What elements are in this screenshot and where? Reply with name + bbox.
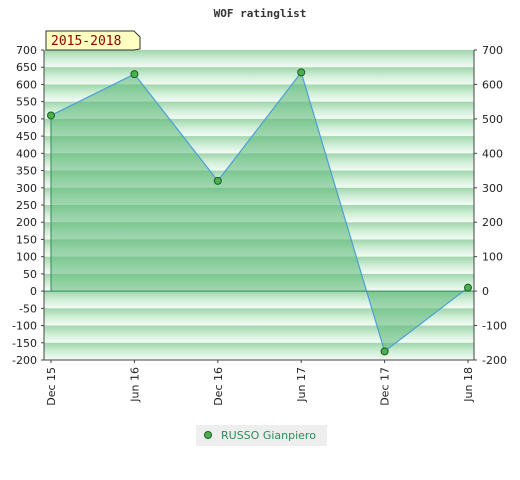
data-point [130, 70, 139, 79]
y-tick-label-left: -100 [12, 320, 37, 333]
x-tick-label: Jun 18 [462, 367, 475, 403]
legend: RUSSO Gianpiero [196, 425, 327, 446]
y-tick-label-left: 500 [16, 113, 37, 126]
grid-band [44, 308, 474, 326]
x-tick-label: Jun 16 [128, 367, 141, 403]
grid-band [44, 342, 474, 360]
y-tick-label-left: 250 [16, 199, 37, 212]
y-tick-label-right: 300 [482, 182, 503, 195]
data-point [213, 176, 222, 185]
y-tick-label-right: 100 [482, 251, 503, 264]
x-tick-label: Dec 16 [212, 367, 225, 406]
data-point [380, 347, 389, 356]
y-tick-label-left: -150 [12, 337, 37, 350]
period-badge-label: 2015-2018 [51, 34, 121, 49]
y-tick-label-right: -100 [482, 320, 507, 333]
y-tick-label-left: 700 [16, 44, 37, 57]
y-tick-label-left: 350 [16, 165, 37, 178]
y-tick-label-left: 0 [30, 285, 37, 298]
x-tick-label: Dec 17 [379, 367, 392, 406]
y-tick-label-left: 300 [16, 182, 37, 195]
y-tick-label-left: 600 [16, 78, 37, 91]
legend-marker [204, 431, 212, 439]
x-tick-label: Dec 15 [45, 367, 58, 406]
period-badge: 2015-2018 [45, 30, 141, 51]
axis-layer: 7006506005505004504003503002502001501005… [12, 44, 507, 406]
grid-band [44, 67, 474, 85]
y-tick-label-left: 50 [23, 268, 37, 281]
series-line [50, 71, 469, 353]
y-tick-label-right: 700 [482, 44, 503, 57]
y-tick-label-right: -200 [482, 354, 507, 367]
y-tick-label-left: 650 [16, 61, 37, 74]
y-tick-label-right: 200 [482, 216, 503, 229]
y-tick-label-left: 550 [16, 96, 37, 109]
chart-title: WOF ratinglist [214, 7, 307, 20]
y-tick-label-left: -50 [19, 302, 37, 315]
y-tick-label-right: 600 [482, 78, 503, 91]
y-tick-label-right: 500 [482, 113, 503, 126]
marker-layer [47, 68, 472, 356]
y-tick-label-right: 0 [482, 285, 489, 298]
y-tick-label-left: 100 [16, 251, 37, 264]
legend-series-label: RUSSO Gianpiero [221, 429, 316, 442]
data-point [297, 68, 306, 77]
grid-band [44, 50, 474, 68]
y-tick-label-left: 400 [16, 147, 37, 160]
y-tick-label-right: 400 [482, 147, 503, 160]
grid-band [44, 325, 474, 343]
x-tick-label: Jun 17 [295, 367, 308, 403]
y-tick-label-left: 200 [16, 216, 37, 229]
y-tick-label-left: 450 [16, 130, 37, 143]
data-point [47, 111, 55, 120]
legend-box [196, 425, 327, 446]
data-point [464, 283, 472, 292]
period-badge-box [45, 30, 141, 51]
y-tick-label-left: 150 [16, 233, 37, 246]
area-layer [50, 71, 469, 353]
grid-band [44, 291, 474, 309]
y-tick-label-left: -200 [12, 354, 37, 367]
